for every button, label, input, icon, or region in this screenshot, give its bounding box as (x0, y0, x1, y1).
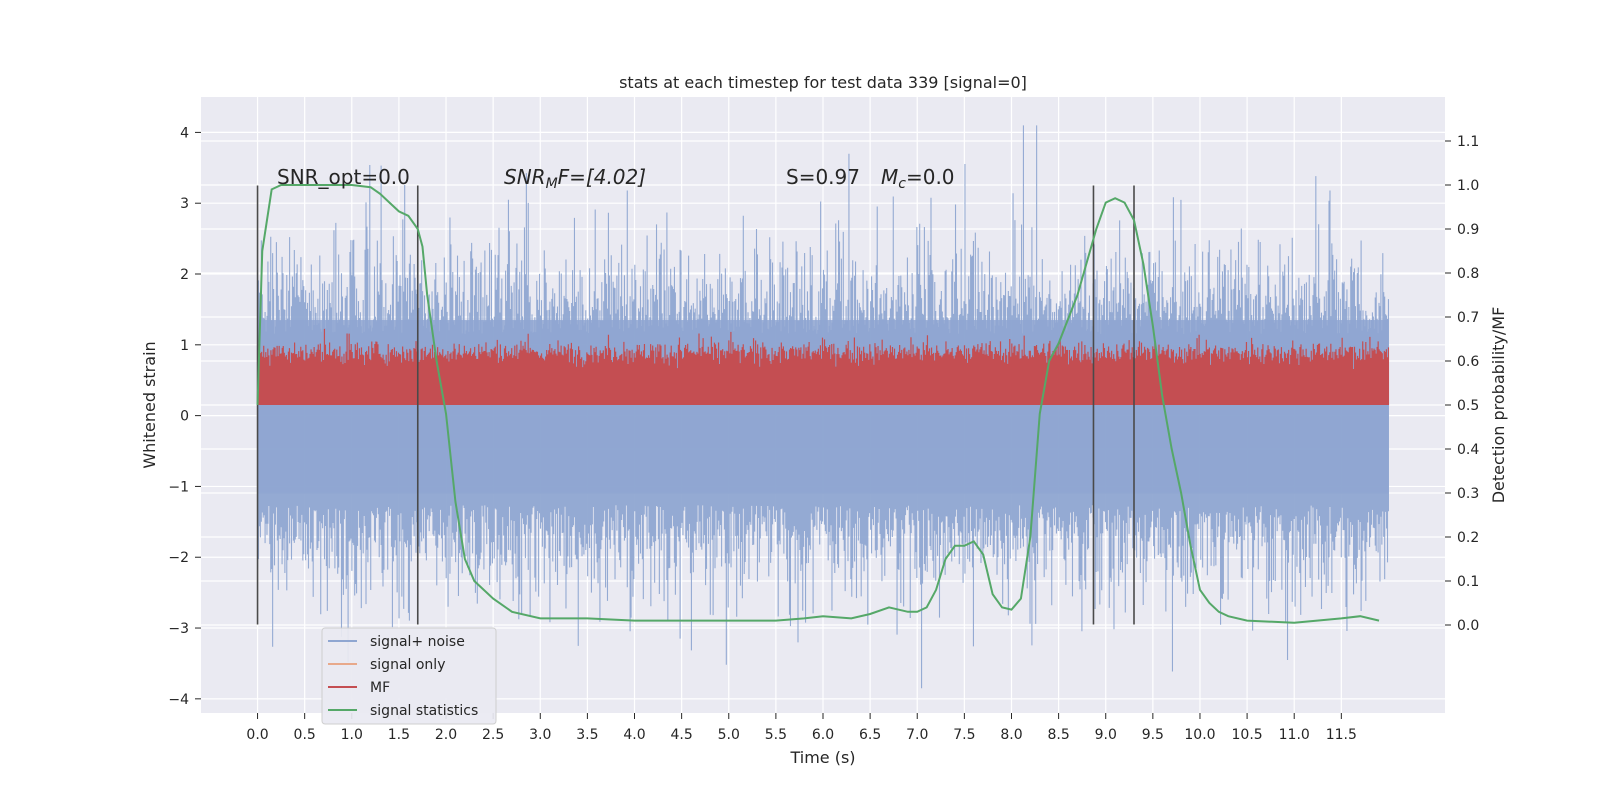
y-axis-label: Whitened strain (140, 341, 159, 468)
annotation-mc: Mc=0.0 (881, 165, 955, 192)
legend-label-signal-only: signal only (370, 657, 445, 673)
y2-tick-label: 1.1 (1457, 134, 1479, 150)
x-tick-label: 11.5 (1326, 727, 1357, 743)
x-tick-label: 4.0 (623, 727, 645, 743)
x-tick-label: 1.0 (341, 727, 363, 743)
y2-axis: 1.1 1.0 0.9 0.8 0.7 0.6 0.5 0.4 0.3 0.2 0.1 0.0 (1445, 134, 1479, 634)
y-tick-label: 1 (180, 338, 189, 354)
x-tick-label: 5.5 (765, 727, 787, 743)
x-tick-label: 5.0 (718, 727, 740, 743)
y2-tick-label: 0.9 (1457, 222, 1479, 238)
x-tick-label: 3.0 (529, 727, 551, 743)
x-axis-label: Time (s) (789, 748, 855, 767)
x-tick-label: 9.5 (1142, 727, 1164, 743)
x-tick-label: 6.5 (859, 727, 881, 743)
annotation-snr-mf: SNRMF=[4.02] (504, 165, 646, 192)
y2-tick-label: 0.5 (1457, 398, 1479, 414)
y2-tick-label: 0.0 (1457, 618, 1479, 634)
y-axis: 4 3 2 1 0 −1 −2 −3 −4 (168, 125, 201, 708)
x-tick-label: 11.0 (1279, 727, 1310, 743)
x-tick-label: 3.5 (576, 727, 598, 743)
x-tick-label: 2.5 (482, 727, 504, 743)
x-tick-label: 10.0 (1184, 727, 1215, 743)
y2-tick-label: 0.1 (1457, 574, 1479, 590)
y2-tick-label: 0.8 (1457, 266, 1479, 282)
y-tick-label: −3 (168, 621, 189, 637)
x-tick-label: 2.0 (435, 727, 457, 743)
x-tick-label: 10.5 (1232, 727, 1263, 743)
x-tick-label: 7.5 (953, 727, 975, 743)
x-tick-label: 4.5 (671, 727, 693, 743)
x-tick-label: 9.0 (1095, 727, 1117, 743)
x-axis: 0.0 0.5 1.0 1.5 2.0 2.5 3.0 3.5 4.0 4.5 5.0 5.5 6.0 6… (246, 713, 1357, 743)
x-tick-label: 6.0 (812, 727, 834, 743)
y-tick-label: 0 (180, 409, 189, 425)
x-tick-label: 0.5 (294, 727, 316, 743)
y-tick-label: −1 (168, 479, 189, 495)
y2-tick-label: 0.6 (1457, 354, 1479, 370)
y-tick-label: −4 (168, 692, 189, 708)
annotation-s-value: S=0.97 (786, 165, 860, 189)
vertical-markers (256, 185, 1135, 625)
x-tick-label: 7.0 (906, 727, 928, 743)
y2-axis-label: Detection probability/MF (1489, 307, 1508, 504)
signal-statistics-line (256, 184, 1380, 624)
y2-tick-label: 0.2 (1457, 530, 1479, 546)
x-tick-label: 8.0 (1000, 727, 1022, 743)
x-tick-label: 8.5 (1047, 727, 1069, 743)
legend-label-signal-noise: signal+ noise (370, 634, 465, 650)
y-tick-label: 2 (180, 267, 189, 283)
y-tick-label: −2 (168, 550, 189, 566)
legend: signal+ noise signal only MF signal stat… (321, 627, 497, 725)
x-tick-label: 0.0 (246, 727, 268, 743)
legend-label-mf: MF (370, 680, 390, 696)
y-tick-label: 4 (180, 125, 189, 141)
y2-tick-label: 0.4 (1457, 442, 1479, 458)
y2-tick-label: 0.7 (1457, 310, 1479, 326)
legend-label-signal-statistics: signal statistics (370, 703, 478, 719)
x-tick-label: 1.5 (388, 727, 410, 743)
chart-title: stats at each timestep for test data 339… (619, 73, 1027, 92)
annotation-snr-opt: SNR_opt=0.0 (277, 165, 410, 189)
legend-box (321, 627, 497, 725)
y2-tick-label: 0.3 (1457, 486, 1479, 502)
y2-tick-label: 1.0 (1457, 178, 1479, 194)
y-tick-label: 3 (180, 196, 189, 212)
